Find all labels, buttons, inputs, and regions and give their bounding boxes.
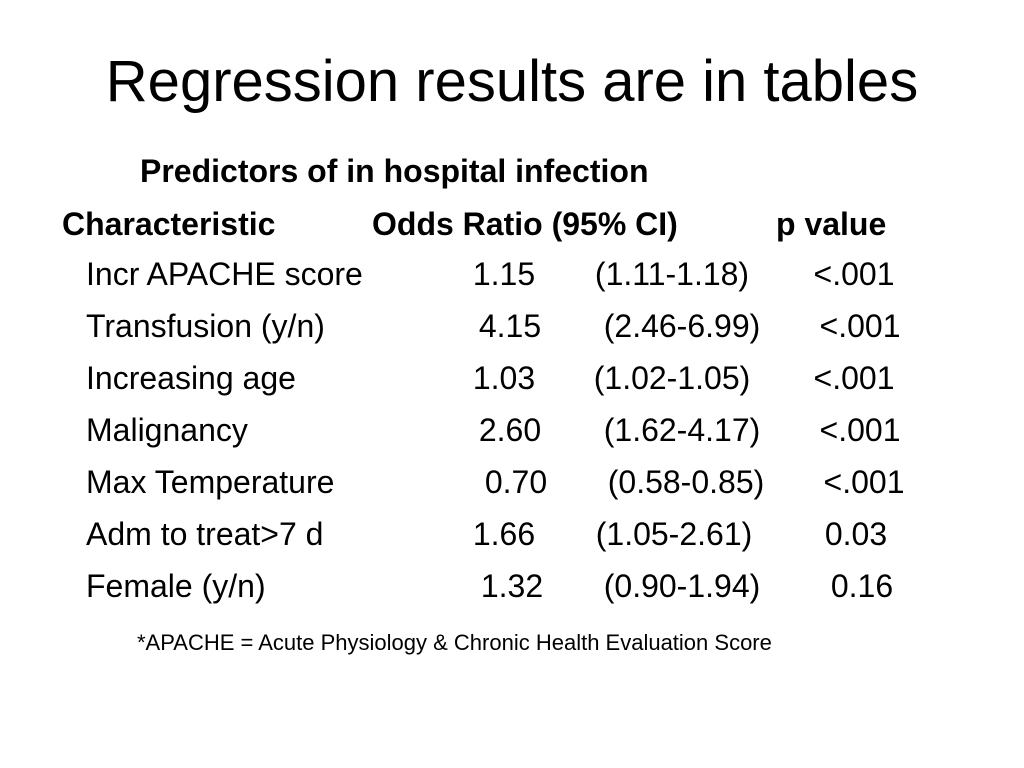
table-body: Incr APACHE score 1.15 (1.11-1.18) <.001…	[0, 248, 1024, 612]
header-p-value: p value	[776, 206, 887, 242]
row-ci: (1.62-4.17)	[603, 412, 761, 448]
row-characteristic: Adm to treat>7 d	[86, 516, 324, 552]
row-p-value: <.001	[819, 412, 901, 448]
row-characteristic: Transfusion (y/n)	[86, 308, 325, 344]
row-odds-ratio: 2.60	[478, 412, 542, 448]
table-caption: Predictors of in hospital infection	[140, 153, 649, 189]
header-characteristic: Characteristic	[62, 206, 276, 242]
row-p-value: 0.03	[824, 516, 888, 552]
row-ci: (1.02-1.05)	[593, 360, 751, 396]
row-ci: (0.58-0.85)	[607, 464, 765, 500]
table-row: Max Temperature 0.70 (0.58-0.85) <.001	[0, 456, 1024, 508]
row-ci: (2.46-6.99)	[603, 308, 761, 344]
row-p-value: 0.16	[830, 568, 894, 604]
table-header: Characteristic Odds Ratio (95% CI) p val…	[0, 201, 1024, 247]
row-p-value: <.001	[823, 464, 905, 500]
table-row: Adm to treat>7 d 1.66 (1.05-2.61) 0.03	[0, 508, 1024, 560]
row-characteristic: Max Temperature	[86, 464, 335, 500]
row-p-value: <.001	[813, 360, 895, 396]
row-odds-ratio: 1.66	[472, 516, 536, 552]
row-odds-ratio: 1.15	[472, 256, 536, 292]
table-row: Transfusion (y/n) 4.15 (2.46-6.99) <.001	[0, 300, 1024, 352]
row-characteristic: Increasing age	[86, 360, 296, 396]
row-characteristic: Malignancy	[86, 412, 248, 448]
row-odds-ratio: 0.70	[484, 464, 548, 500]
slide-title: Regression results are in tables	[105, 49, 919, 114]
row-odds-ratio: 4.15	[478, 308, 542, 344]
header-odds-ratio: Odds Ratio (95% CI)	[372, 206, 678, 242]
table-row: Incr APACHE score 1.15 (1.11-1.18) <.001	[0, 248, 1024, 300]
row-p-value: <.001	[819, 308, 901, 344]
footnote: *APACHE = Acute Physiology & Chronic Hea…	[137, 630, 772, 655]
row-p-value: <.001	[813, 256, 895, 292]
row-characteristic: Incr APACHE score	[86, 256, 363, 292]
row-ci: (0.90-1.94)	[603, 568, 761, 604]
row-odds-ratio: 1.32	[480, 568, 544, 604]
row-ci: (1.05-2.61)	[595, 516, 753, 552]
row-ci: (1.11-1.18)	[594, 256, 750, 292]
row-odds-ratio: 1.03	[472, 360, 536, 396]
table-row: Female (y/n) 1.32 (0.90-1.94) 0.16	[0, 560, 1024, 612]
table-row: Increasing age 1.03 (1.02-1.05) <.001	[0, 352, 1024, 404]
row-characteristic: Female (y/n)	[86, 568, 266, 604]
table-row: Malignancy 2.60 (1.62-4.17) <.001	[0, 404, 1024, 456]
